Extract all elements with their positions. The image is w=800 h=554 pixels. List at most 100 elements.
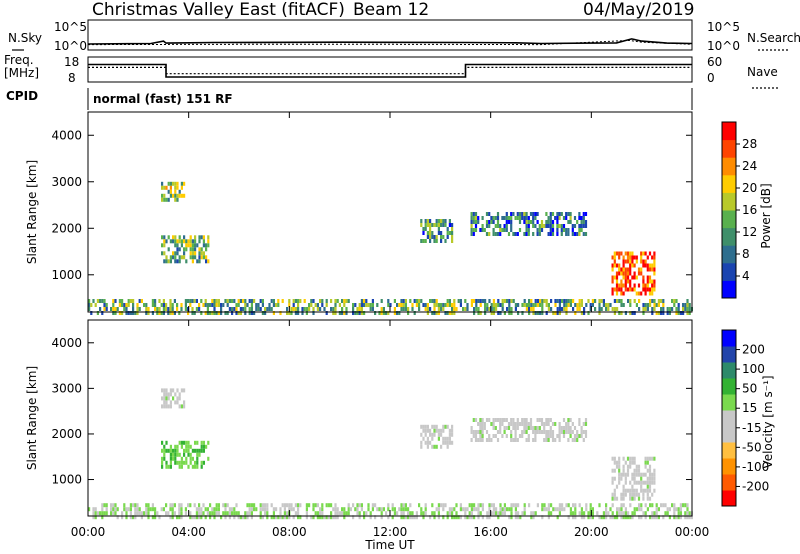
heat-cell [690, 515, 693, 520]
heat-cell [413, 299, 416, 303]
heat-cell [462, 307, 465, 311]
heat-cell [145, 311, 148, 315]
heat-cell [637, 267, 641, 272]
heat-cell [116, 507, 119, 512]
heat-cell [484, 303, 487, 307]
heat-cell [103, 307, 106, 311]
heat-cell [174, 444, 177, 449]
heat-cell [583, 307, 586, 311]
heat-cell [615, 271, 619, 276]
heat-cell [319, 515, 322, 520]
heat-cell [435, 428, 438, 433]
heat-cell [662, 311, 665, 315]
heat-cell [169, 259, 172, 264]
heat-cell [613, 259, 616, 264]
heat-cell [418, 307, 421, 311]
heat-cell [198, 303, 201, 307]
heat-cell [431, 311, 434, 315]
heat-cell [551, 430, 555, 434]
heat-cell [481, 299, 484, 303]
heat-cell [400, 515, 403, 520]
heat-cell [433, 432, 436, 437]
heat-cell [488, 307, 491, 311]
heat-cell [475, 299, 478, 303]
heat-cell [215, 311, 218, 315]
heat-cell [435, 424, 438, 429]
heat-cell [648, 275, 652, 280]
heat-cell [451, 507, 454, 512]
heat-cell [169, 239, 172, 244]
heat-cell [167, 181, 170, 186]
heat-cell [492, 303, 495, 307]
heat-cell [565, 228, 568, 232]
heat-cell [312, 507, 315, 512]
heat-cell [237, 303, 240, 307]
heat-cell [418, 299, 421, 303]
heat-cell [616, 299, 619, 303]
heat-cell [541, 299, 544, 303]
heat-cell [655, 507, 658, 512]
heat-cell [215, 303, 218, 307]
colorbar-segment [722, 442, 736, 459]
heat-cell [620, 303, 623, 307]
heat-cell [506, 507, 509, 512]
heat-cell [173, 299, 176, 303]
heat-cell [576, 430, 579, 434]
heat-cell [215, 507, 218, 512]
heat-cell [140, 511, 143, 516]
heat-cell [332, 515, 335, 520]
heat-cell [580, 216, 583, 220]
heat-cell [224, 299, 227, 303]
heat-cell [231, 507, 234, 512]
heat-cell [609, 515, 612, 520]
heat-cell [189, 243, 192, 248]
heat-cell [521, 212, 524, 216]
heat-cell [332, 311, 335, 315]
heat-cell [171, 515, 174, 520]
heat-cell [178, 464, 181, 469]
heat-cell [657, 303, 660, 307]
heat-cell [666, 311, 669, 315]
heat-cell [191, 448, 194, 453]
heat-cell [541, 303, 544, 307]
heat-cell [622, 271, 625, 276]
heat-cell [435, 303, 438, 307]
heat-cell [545, 438, 548, 442]
heat-cell [620, 503, 623, 508]
heat-cell [321, 515, 324, 520]
heat-cell [299, 503, 302, 508]
heat-cell [611, 496, 614, 501]
heat-cell [633, 460, 636, 465]
heat-cell [198, 452, 201, 457]
heat-cell [684, 511, 687, 516]
heat-cell [429, 432, 432, 437]
heat-cell [580, 430, 583, 434]
heat-cell [167, 392, 170, 397]
power-ylabel: Slant Range [km] [25, 160, 39, 264]
heat-cell [532, 212, 535, 216]
heat-cell [679, 503, 682, 508]
heat-cell [288, 311, 291, 315]
heat-cell [587, 515, 590, 520]
heat-cell [169, 503, 172, 508]
nsearch-label: N.Search [747, 31, 800, 45]
heat-cell [622, 275, 625, 280]
heat-cell [633, 507, 636, 512]
colorbar-segment [722, 490, 736, 507]
heat-cell [507, 422, 511, 426]
freq-unit: [MHz] [4, 66, 39, 80]
heat-cell [483, 422, 486, 426]
heat-cell [435, 235, 438, 239]
heat-cell [163, 388, 166, 393]
heat-cell [637, 496, 641, 501]
heat-cell [167, 189, 170, 194]
heat-cell [446, 444, 449, 449]
heat-cell [633, 488, 636, 493]
heat-cell [688, 511, 691, 516]
heat-cell [451, 239, 454, 243]
heat-cell [123, 303, 126, 307]
heat-cell [202, 303, 205, 307]
heat-cell [569, 299, 572, 303]
heat-cell [433, 511, 436, 516]
heat-cell [488, 503, 491, 508]
